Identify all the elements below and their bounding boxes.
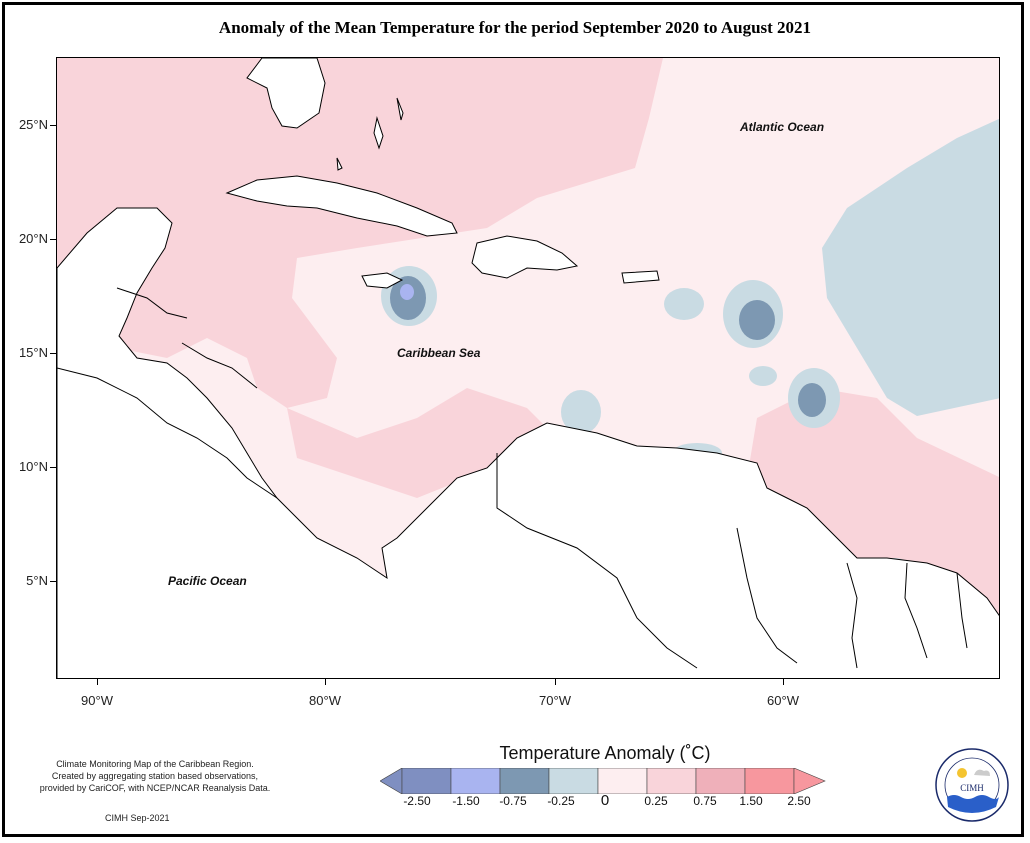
- legend-swatch-5: [597, 768, 648, 794]
- legend-swatch-2: [450, 768, 501, 794]
- legend-swatch-7: [695, 768, 746, 794]
- anomaly-spot-jamaica-inner: [400, 284, 414, 300]
- lat-tick-15: [50, 353, 56, 354]
- lat-label-10n: 10°N: [18, 459, 48, 474]
- legend-label-5: 0.25: [644, 794, 668, 808]
- credit-line-2: Created by aggregating station based obs…: [51, 771, 259, 781]
- lat-label-5n: 5°N: [26, 573, 48, 588]
- logo-text: CIMH: [960, 783, 984, 793]
- legend-label-8: 2.50: [787, 794, 811, 808]
- legend-label-1: -1.50: [452, 794, 480, 808]
- legend-title: Temperature Anomaly (˚C): [499, 743, 711, 763]
- sun-icon: [957, 768, 967, 778]
- pacific-ocean-label: Pacific Ocean: [168, 574, 247, 588]
- lon-tick-70: [555, 679, 556, 685]
- anomaly-spot-barbados-core: [798, 383, 826, 417]
- anomaly-spot-stvincent: [749, 366, 777, 386]
- legend-swatch-3: [499, 768, 550, 794]
- legend-swatch-0: [380, 768, 403, 794]
- lon-tick-80: [325, 679, 326, 685]
- legend-label-7: 1.50: [739, 794, 763, 808]
- legend-swatch-8: [744, 768, 795, 794]
- legend-swatch-9: [793, 768, 826, 794]
- legend-label-6: 0.75: [693, 794, 717, 808]
- caribbean-sea-label: Caribbean Sea: [397, 346, 481, 360]
- legend-swatch-1: [401, 768, 452, 794]
- country-borders: [116, 287, 968, 669]
- legend-label-0: -2.50: [403, 794, 431, 808]
- cloud-icon: [974, 769, 990, 776]
- anomaly-map: [57, 58, 999, 678]
- lon-tick-90: [97, 679, 98, 685]
- cimh-logo: CIMH: [935, 748, 1009, 822]
- lat-tick-20: [50, 239, 56, 240]
- lon-tick-60: [783, 679, 784, 685]
- lat-label-25n: 25°N: [18, 117, 48, 132]
- credit-date: CIMH Sep-2021: [105, 813, 170, 823]
- legend-label-3: -0.25: [547, 794, 575, 808]
- lat-tick-5: [50, 581, 56, 582]
- anomaly-spot-curacao: [561, 390, 601, 434]
- credit-line-1: Climate Monitoring Map of the Caribbean …: [56, 759, 254, 769]
- lat-label-20n: 20°N: [18, 231, 48, 246]
- lon-label-80w: 80°W: [309, 693, 341, 708]
- credit-line-3: provided by CariCOF, with NCEP/NCAR Rean…: [39, 783, 271, 793]
- atlantic-ocean-label: Atlantic Ocean: [740, 120, 825, 134]
- anomaly-cool-region-atlantic: [822, 118, 999, 416]
- anomaly-spot-vi: [664, 288, 704, 320]
- legend-colorbar: [380, 768, 826, 794]
- anomaly-warm-region-north: [57, 58, 663, 408]
- lon-label-90w: 90°W: [81, 693, 113, 708]
- waves-icon: [947, 795, 999, 813]
- lat-tick-25: [50, 125, 56, 126]
- anomaly-spot-antilles-core: [739, 300, 775, 340]
- map-title: Anomaly of the Mean Temperature for the …: [218, 18, 812, 37]
- credit-text: Climate Monitoring Map of the Caribbean …: [20, 758, 290, 794]
- lat-tick-10: [50, 467, 56, 468]
- land-outlines: [57, 58, 999, 678]
- legend-label-2: -0.75: [499, 794, 527, 808]
- lon-label-70w: 70°W: [539, 693, 571, 708]
- legend-label-4: 0: [600, 792, 610, 809]
- legend-swatch-4: [548, 768, 599, 794]
- lon-label-60w: 60°W: [767, 693, 799, 708]
- map-panel: [56, 57, 1000, 679]
- lat-label-15n: 15°N: [18, 345, 48, 360]
- legend-swatch-6: [646, 768, 697, 794]
